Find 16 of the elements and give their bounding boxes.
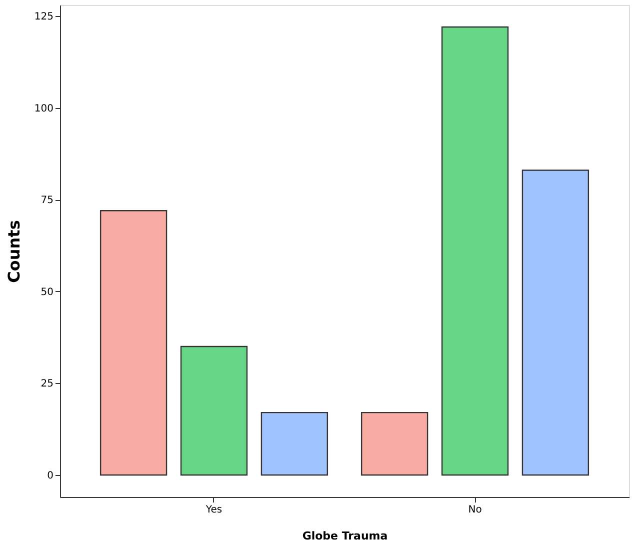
y-tick-label: 0	[47, 470, 54, 482]
y-tick-label: 25	[40, 378, 54, 390]
bar	[100, 210, 168, 476]
x-tick-label: No	[468, 504, 482, 516]
bar	[441, 26, 509, 476]
y-tick-label: 50	[40, 286, 54, 298]
bar	[180, 346, 248, 476]
y-tick-label: 100	[34, 103, 54, 114]
bar	[522, 170, 590, 476]
x-tick-label: Yes	[204, 504, 222, 516]
y-tick-label: 125	[34, 12, 54, 23]
bar	[260, 412, 328, 476]
x-axis-title: Globe Trauma	[302, 530, 388, 542]
y-tick-label: 75	[40, 195, 54, 206]
y-axis-title: Counts	[4, 220, 24, 283]
bar	[360, 412, 428, 476]
